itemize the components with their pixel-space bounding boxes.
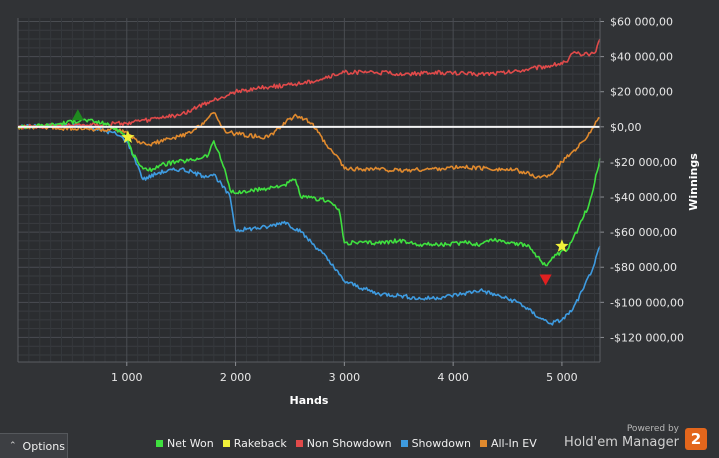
y-ticks: $60 000,00 $40 000,00 $20 000,00 $0,00 -$20 … xyxy=(599,16,684,362)
y-tick-label: -$120 000,00 xyxy=(610,331,684,344)
x-tick-label: 3 000 xyxy=(329,371,361,384)
markers xyxy=(71,109,569,286)
legend-label: Rakeback xyxy=(233,436,287,450)
legend-label: Showdown xyxy=(411,436,471,450)
series-lines xyxy=(17,38,601,326)
chevron-up-icon: ⌃ xyxy=(9,441,17,451)
legend-item[interactable]: Showdown xyxy=(400,436,471,450)
legend-swatch xyxy=(295,439,303,447)
y-tick-label: -$60 000,00 xyxy=(610,226,677,239)
powered-by-text: Powered by xyxy=(626,424,679,434)
marker-triangle-up-icon xyxy=(71,109,84,121)
y-tick-label: -$100 000,00 xyxy=(610,296,684,309)
marker-star-icon xyxy=(555,239,569,252)
legend-label: Non Showdown xyxy=(306,436,392,450)
brand-badge-icon: 2 xyxy=(685,428,707,450)
legend-swatch xyxy=(479,439,487,447)
legend-swatch xyxy=(222,439,230,447)
y-tick-label: $40 000,00 xyxy=(610,51,673,64)
y-tick-label: $60 000,00 xyxy=(610,16,673,29)
marker-star-icon xyxy=(121,130,135,143)
options-label: Options xyxy=(22,439,65,453)
brand-name: Hold'em Manager xyxy=(564,435,679,450)
x-tick-label: 2 000 xyxy=(220,371,252,384)
x-tick-label: 1 000 xyxy=(111,371,143,384)
y-tick-label: -$80 000,00 xyxy=(610,261,677,274)
legend: Net Won Rakeback Non Showdown Showdown All-I… xyxy=(156,436,546,450)
marker-triangle-down-icon xyxy=(539,274,552,286)
brand-logo: Powered by Hold'em Manager 2 xyxy=(557,424,707,456)
legend-swatch xyxy=(156,439,163,447)
series-showdown xyxy=(17,123,601,326)
x-tick-label: 5 000 xyxy=(546,371,578,384)
series-non-showdown xyxy=(17,38,601,130)
x-ticks: 1 000 2 000 3 000 4 000 5 000 xyxy=(111,362,578,384)
legend-item[interactable]: Rakeback xyxy=(222,436,287,450)
legend-item[interactable]: All-In EV xyxy=(479,436,537,450)
legend-item[interactable]: Net Won xyxy=(156,437,214,450)
legend-swatch xyxy=(400,439,408,447)
plot-area xyxy=(18,18,600,362)
y-tick-label: -$40 000,00 xyxy=(610,191,677,204)
grid xyxy=(17,18,600,363)
y-tick-label: $0,00 xyxy=(610,121,642,134)
x-axis-title: Hands xyxy=(290,394,329,407)
legend-label: All-In EV xyxy=(490,436,537,450)
y-tick-label: $20 000,00 xyxy=(610,86,673,99)
options-button[interactable]: ⌃ Options xyxy=(0,433,68,458)
y-axis-title: Winnings xyxy=(687,153,700,211)
series-net-won xyxy=(17,118,601,267)
x-tick-label: 4 000 xyxy=(437,371,469,384)
y-tick-label: -$20 000,00 xyxy=(610,156,677,169)
legend-label: Net Won xyxy=(167,436,214,450)
legend-item[interactable]: Non Showdown xyxy=(295,436,392,450)
